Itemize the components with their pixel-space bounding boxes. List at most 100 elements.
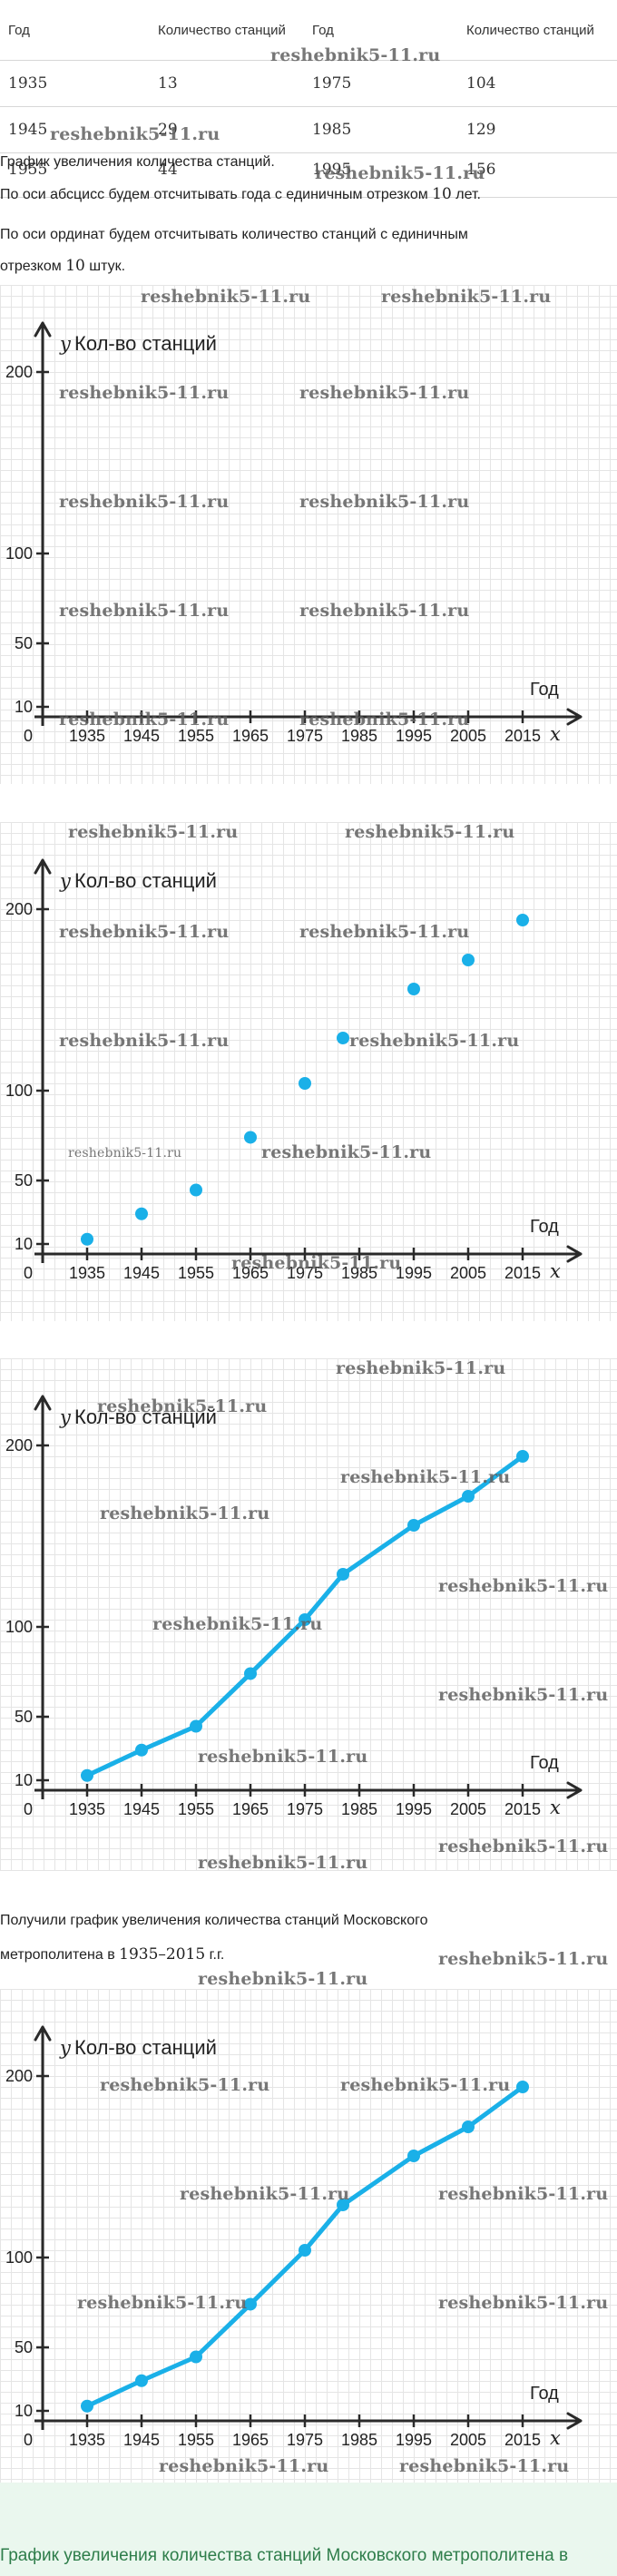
watermark: reshebnik5-11.ru [159, 2456, 329, 2476]
data-point [407, 2150, 420, 2162]
x-tick-label: 1965 [232, 1264, 269, 1282]
watermark: reshebnik5-11.ru [340, 2075, 511, 2095]
x-tick-label: 1985 [341, 1800, 377, 1818]
graph-line: 1935 1945 1955 1965 1975 1985 1995 2005 2015 10 50… [0, 1358, 617, 1873]
x-tick-label: 1965 [232, 1800, 269, 1818]
data-point [299, 2244, 311, 2257]
data-point [190, 1183, 202, 1197]
green-caption-bar: График увеличения количества станций Мос… [0, 2483, 617, 2576]
watermark: reshebnik5-11.ru [97, 1396, 268, 1416]
table-cell: 129 [458, 106, 617, 153]
data-point [516, 2081, 529, 2093]
y-tick-label: 100 [5, 1082, 33, 1100]
stations-table: Год Количество станций Год Количество ст… [0, 0, 617, 198]
watermark: reshebnik5-11.ru [399, 2456, 570, 2476]
x-tick-label: 1985 [341, 727, 377, 745]
watermark: reshebnik5-11.ru [270, 45, 441, 65]
x-axis-label: Год [530, 1217, 559, 1237]
x-tick-label: 2015 [504, 727, 541, 745]
x-tick-label: 1955 [178, 2431, 214, 2449]
watermark: reshebnik5-11.ru [349, 1031, 520, 1051]
data-point [462, 954, 475, 966]
x-tick-label: 1945 [123, 1800, 160, 1818]
watermark: reshebnik5-11.ru [340, 1467, 511, 1487]
data-point [81, 2399, 93, 2413]
x-tick-label: 1975 [287, 1800, 323, 1818]
x-axis-label: Год [530, 680, 559, 700]
x-axis-letter: x [550, 723, 561, 745]
x-tick-label: 1995 [396, 2431, 432, 2449]
data-point [81, 1768, 93, 1782]
data-point [516, 914, 529, 926]
data-point [337, 1568, 349, 1581]
x-tick-label: 2005 [450, 2431, 486, 2449]
data-point [190, 1719, 202, 1733]
x-tick-label: 2005 [450, 727, 486, 745]
watermark: reshebnik5-11.ru [152, 1614, 323, 1634]
y-tick-label: 50 [15, 1708, 33, 1726]
watermark: reshebnik5-11.ru [180, 2184, 350, 2204]
y-axis-letter: y [59, 870, 72, 892]
origin-label: 0 [24, 727, 33, 745]
y-tick-label: 200 [5, 363, 33, 381]
y-note-suffix: штук. [89, 259, 126, 274]
conclusion-line-2: метрополитена в 1935–2015 г.г. [0, 1945, 608, 1964]
x-axis-arrow [566, 708, 583, 726]
x-note-suffix: лет. [455, 187, 481, 202]
x-axis-letter: x [550, 1797, 561, 1818]
data-point [516, 1450, 529, 1463]
watermark: reshebnik5-11.ru [381, 287, 552, 307]
x-axis-arrow [566, 1781, 583, 1799]
y-tick-label: 10 [15, 1235, 33, 1253]
watermark: reshebnik5-11.ru [50, 124, 220, 144]
data-point [244, 1667, 257, 1680]
y-tick-label: 100 [5, 544, 33, 563]
watermark: reshebnik5-11.ru [77, 2293, 248, 2313]
watermark: reshebnik5-11.ru [141, 287, 311, 307]
graph-line-final-svg: 1935 1945 1955 1965 1975 1985 1995 2005 2015 10 50… [5, 2025, 583, 2449]
table-cell: 1995 [304, 152, 458, 198]
watermark: reshebnik5-11.ru [438, 1949, 609, 1969]
watermark: reshebnik5-11.ru [438, 1837, 609, 1856]
conclusion-text-2-prefix: метрополитена в [0, 1947, 115, 1963]
header-year-2: Год [304, 0, 458, 61]
watermark: reshebnik5-11.ru [231, 1253, 402, 1273]
x-tick-label: 1935 [69, 1264, 105, 1282]
watermark: reshebnik5-11.ru [315, 163, 485, 183]
caption: График увеличения количества станций. [0, 154, 275, 170]
graph-points-svg: 1935 1945 1955 1965 1975 1985 1995 2005 2015 10 50… [5, 858, 583, 1282]
data-point [337, 1032, 349, 1044]
y-tick-label: 10 [15, 1771, 33, 1789]
watermark: reshebnik5-11.ru [299, 710, 470, 730]
watermark: reshebnik5-11.ru [345, 822, 515, 842]
data-point [407, 1519, 420, 1532]
x-tick-label: 2015 [504, 1800, 541, 1818]
origin-label: 0 [24, 1264, 33, 1282]
graph-axes: 1935 1945 1955 1965 1975 1985 1995 2005 2015 10 50… [0, 285, 617, 784]
y-axis-letter: y [59, 1406, 72, 1428]
conclusion-range: 1935–2015 [119, 1945, 206, 1964]
x-tick-label: 1995 [396, 1264, 432, 1282]
y-axis-note-line2: отрезком 10 штук. [0, 257, 608, 275]
data-point [299, 1077, 311, 1090]
watermark: reshebnik5-11.ru [100, 1503, 270, 1523]
origin-label: 0 [24, 1800, 33, 1818]
header-count-2: Количество станций [458, 0, 617, 61]
y-tick-label: 10 [15, 698, 33, 716]
data-point [135, 2374, 148, 2387]
x-tick-label: 1955 [178, 727, 214, 745]
x-tick-label: 1935 [69, 1800, 105, 1818]
watermark: reshebnik5-11.ru [198, 1969, 368, 1989]
x-note-value: 10 [432, 185, 452, 203]
watermark: reshebnik5-11.ru [198, 1747, 368, 1767]
y-axis-note: По оси ординат будем отсчитывать количес… [0, 227, 608, 243]
x-axis-letter: x [550, 1260, 561, 1282]
x-tick-label: 1935 [69, 2431, 105, 2449]
y-axis-label: Кол-во станций [74, 869, 217, 892]
watermark: reshebnik5-11.ru [299, 601, 470, 621]
watermark: reshebnik5-11.ru [438, 2184, 609, 2204]
graph-line-final: 1935 1945 1955 1965 1975 1985 1995 2005 2015 10 50… [0, 1989, 617, 2483]
conclusion-line-1: Получили график увеличения количества ст… [0, 1913, 608, 1929]
watermark: reshebnik5-11.ru [68, 1146, 182, 1161]
table-row: 1945 29 1985 129 [0, 106, 617, 153]
